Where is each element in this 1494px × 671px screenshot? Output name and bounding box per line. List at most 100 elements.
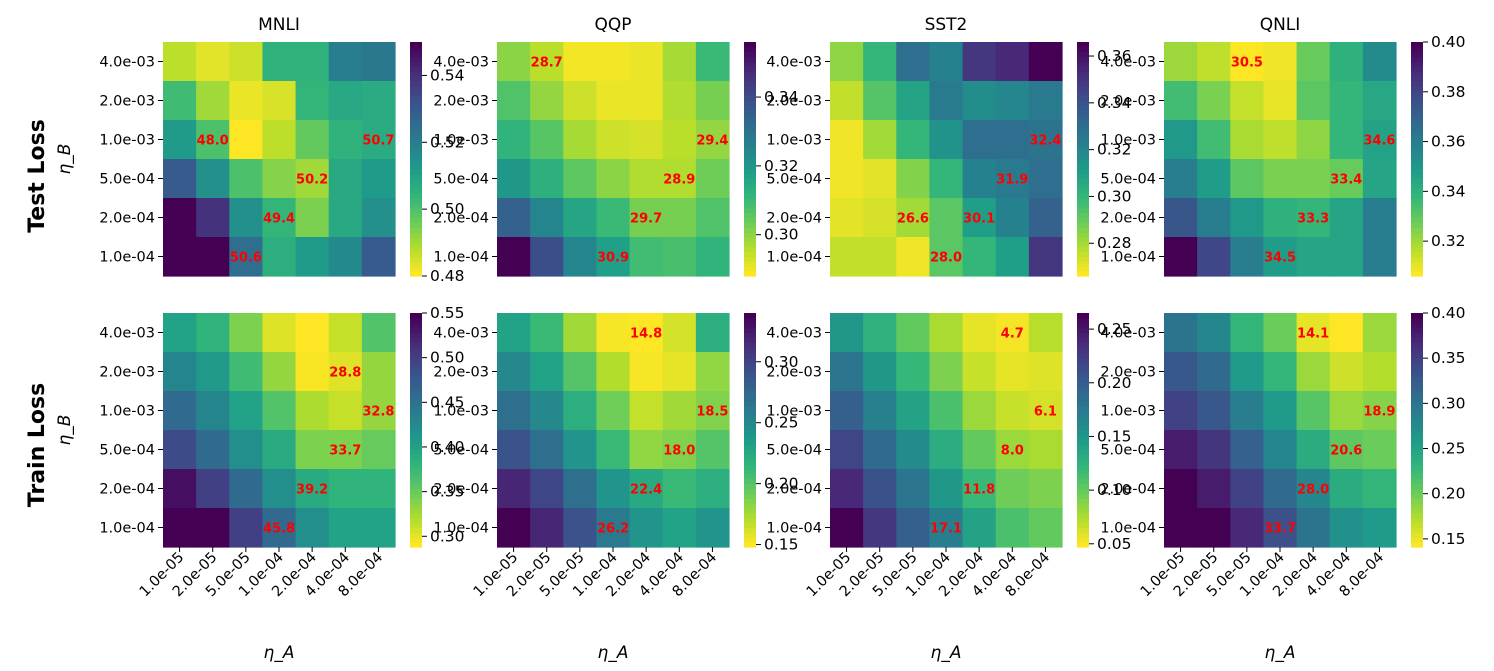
- colorbar-segment: [744, 198, 756, 204]
- heatmap-cell: [1197, 198, 1231, 238]
- colorbar-segment: [1411, 532, 1423, 538]
- heatmap-cell: [695, 159, 730, 199]
- colorbar-segment: [1077, 327, 1089, 334]
- colorbar-segment: [744, 81, 756, 87]
- heatmap-cell: [1362, 391, 1397, 431]
- heatmap-cell: [295, 120, 330, 160]
- colorbar-segment: [1411, 395, 1423, 402]
- heatmap-cell: [1028, 508, 1063, 548]
- heatmap-cell: [163, 120, 197, 160]
- colorbar-segment: [410, 395, 422, 402]
- colorbar-segment: [744, 425, 756, 431]
- y-tick-label: 1.0e-04: [433, 250, 489, 266]
- heatmap-cell: [629, 237, 664, 277]
- y-tick-label: 2.0e-04: [99, 482, 155, 498]
- colorbar-segment: [744, 193, 756, 199]
- colorbar-segment: [1411, 90, 1423, 97]
- y-tick-label: 5.0e-04: [99, 443, 155, 459]
- colorbar-segment: [744, 410, 756, 416]
- heatmap-cell: [962, 508, 997, 548]
- heatmap-cell: [497, 352, 531, 392]
- colorbar-segment: [744, 110, 756, 116]
- colorbar-segment: [410, 66, 422, 72]
- cell-annotation: 33.7: [329, 444, 361, 459]
- heatmap-cell: [497, 469, 531, 509]
- colorbar-segment: [1411, 207, 1423, 214]
- heatmap-cell: [563, 42, 598, 82]
- heatmap-cell: [962, 313, 997, 353]
- colorbar-segment: [744, 159, 756, 165]
- colorbar-segment: [1411, 46, 1423, 53]
- cell-annotation: 17.1: [930, 522, 962, 537]
- colorbar-segment: [410, 415, 422, 421]
- colorbar-segment: [1077, 71, 1089, 77]
- heatmap-cell: [196, 391, 230, 431]
- colorbar-tick-label: 0.48: [430, 267, 465, 285]
- colorbar-segment: [744, 332, 756, 338]
- heatmap-cell: [361, 352, 396, 392]
- colorbar-segment: [1411, 232, 1423, 238]
- heatmap-cell: [1028, 198, 1063, 238]
- colorbar-segment: [1077, 115, 1089, 121]
- colorbar-tick-label: 0.20: [764, 475, 799, 493]
- colorbar-segment: [1411, 464, 1423, 470]
- colorbar-segment: [410, 261, 422, 267]
- colorbar-segment: [410, 241, 422, 248]
- heatmap-cell: [1296, 159, 1331, 199]
- colorbar-segment: [1411, 56, 1423, 63]
- heatmap-cell: [328, 430, 363, 470]
- colorbar-segment: [410, 449, 422, 455]
- colorbar-segment: [744, 322, 756, 329]
- heatmap-cell: [830, 42, 864, 82]
- heatmap-cell: [929, 42, 964, 82]
- colorbar-segment: [410, 202, 422, 209]
- colorbar-segment: [744, 356, 756, 363]
- colorbar-segment: [744, 532, 756, 538]
- colorbar-tick-label: 0.34: [764, 88, 799, 106]
- colorbar-segment: [410, 207, 422, 214]
- heatmap-cell: [530, 313, 564, 353]
- heatmap-cell: [596, 469, 631, 509]
- colorbar-tick-label: 0.55: [430, 304, 465, 322]
- colorbar-segment: [744, 217, 756, 223]
- colorbar-segment: [1411, 473, 1423, 480]
- heatmap-cell: [662, 42, 697, 82]
- heatmap-cell: [163, 237, 197, 277]
- colorbar-tick-label: 0.34: [1097, 94, 1132, 112]
- heatmap-cell: [1263, 42, 1298, 82]
- colorbar-segment: [1077, 400, 1089, 407]
- heatmap-cell: [830, 391, 864, 431]
- colorbar-segment: [1077, 85, 1089, 92]
- colorbar-segment: [410, 81, 422, 87]
- colorbar-segment: [1411, 124, 1423, 131]
- colorbar-segment: [410, 212, 422, 219]
- heatmap-cell: [662, 120, 697, 160]
- cell-annotation: 49.4: [263, 212, 295, 227]
- colorbar-segment: [744, 459, 756, 465]
- y-tick-label: 1.0e-03: [99, 133, 155, 149]
- colorbar-segment: [744, 207, 756, 214]
- heatmap-cell: [262, 352, 297, 392]
- x-axis-label: η_A: [264, 643, 295, 663]
- heatmap-cell: [995, 391, 1030, 431]
- colorbar-segment: [1077, 168, 1089, 175]
- colorbar-segment: [410, 371, 422, 377]
- heatmap-cell: [295, 430, 330, 470]
- colorbar-segment: [410, 256, 422, 262]
- colorbar-segment: [1411, 217, 1423, 223]
- heatmap-cell: [1329, 391, 1364, 431]
- heatmap-cell: [1230, 81, 1265, 121]
- heatmap-cell: [497, 198, 531, 238]
- colorbar-segment: [410, 246, 422, 253]
- heatmap-cell: [1164, 430, 1198, 470]
- heatmap-cell: [196, 508, 230, 548]
- colorbar-segment: [1077, 317, 1089, 324]
- heatmap-cell: [962, 469, 997, 509]
- colorbar-segment: [1411, 342, 1423, 348]
- colorbar-segment: [410, 332, 422, 338]
- colorbar-segment: [410, 361, 422, 368]
- colorbar-segment: [744, 163, 756, 170]
- colorbar-segment: [744, 444, 756, 451]
- y-tick-label: 1.0e-03: [1100, 404, 1156, 420]
- heatmap-cell: [629, 313, 664, 353]
